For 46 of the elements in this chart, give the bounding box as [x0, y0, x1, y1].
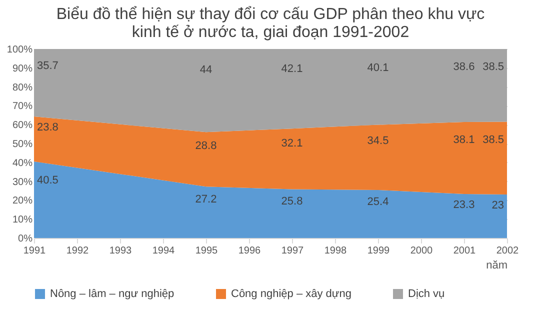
y-tick-label: 70%: [12, 101, 33, 112]
chart-title: Biểu đồ thể hiện sự thay đổi cơ cấu GDP phân theo khu vực kinh tế ở nước ta, giai đoạn 1991-2002: [56, 6, 485, 41]
data-label: 38.6: [453, 61, 475, 74]
data-label: 25.8: [281, 195, 303, 208]
x-tick-label: 1997: [281, 246, 304, 256]
data-label: 23.3: [453, 198, 475, 211]
x-tick-label: 1996: [238, 246, 262, 256]
y-tick-label: 10%: [12, 214, 33, 226]
y-tick-label: 30%: [12, 176, 33, 188]
x-tick-label: 1995: [195, 246, 218, 256]
data-label: 40.1: [367, 62, 389, 74]
y-tick-label: 50%: [12, 139, 33, 150]
y-tick-label: 100%: [6, 44, 33, 56]
data-label: 27.2: [195, 193, 217, 206]
data-label: 35.7: [37, 60, 58, 72]
y-tick-label: 20%: [12, 196, 33, 207]
data-label: 38.5: [482, 134, 504, 146]
data-label: 44: [200, 64, 212, 76]
legend-label: Công nghiệp – xây dựng: [231, 288, 352, 300]
legend-label: Nông – lâm – ngư nghiệp: [50, 288, 174, 300]
x-tick-label: 1999: [367, 246, 390, 256]
x-tick-label: 1998: [324, 246, 348, 256]
x-tick-label: 1992: [66, 246, 90, 256]
data-label: 42.1: [281, 62, 303, 75]
legend-label: Dịch vụ: [408, 288, 445, 300]
x-tick-label: 2000: [410, 246, 434, 256]
data-label: 25.4: [367, 196, 389, 208]
y-tick-label: 40%: [12, 158, 33, 169]
data-label: 23: [492, 199, 504, 212]
x-tick-label: 2002: [496, 246, 520, 256]
x-tick-label: 1991: [23, 246, 46, 256]
data-label: 34.5: [367, 135, 389, 148]
x-tick-label: 1993: [109, 246, 132, 256]
y-tick-label: 60%: [12, 120, 33, 132]
data-label: 32.1: [281, 138, 303, 150]
y-tick-label: 80%: [12, 82, 33, 94]
x-tick-label: 1994: [152, 246, 176, 256]
y-tick-label: 0%: [18, 234, 33, 244]
data-label: 38.1: [453, 134, 475, 146]
x-axis-title: năm: [486, 260, 508, 272]
data-label: 38.5: [482, 61, 504, 74]
y-tick-label: 90%: [12, 63, 33, 74]
data-label: 28.8: [195, 140, 217, 152]
data-label: 40.5: [37, 174, 58, 187]
x-tick-label: 2001: [453, 246, 476, 256]
data-label: 23.8: [37, 122, 58, 134]
